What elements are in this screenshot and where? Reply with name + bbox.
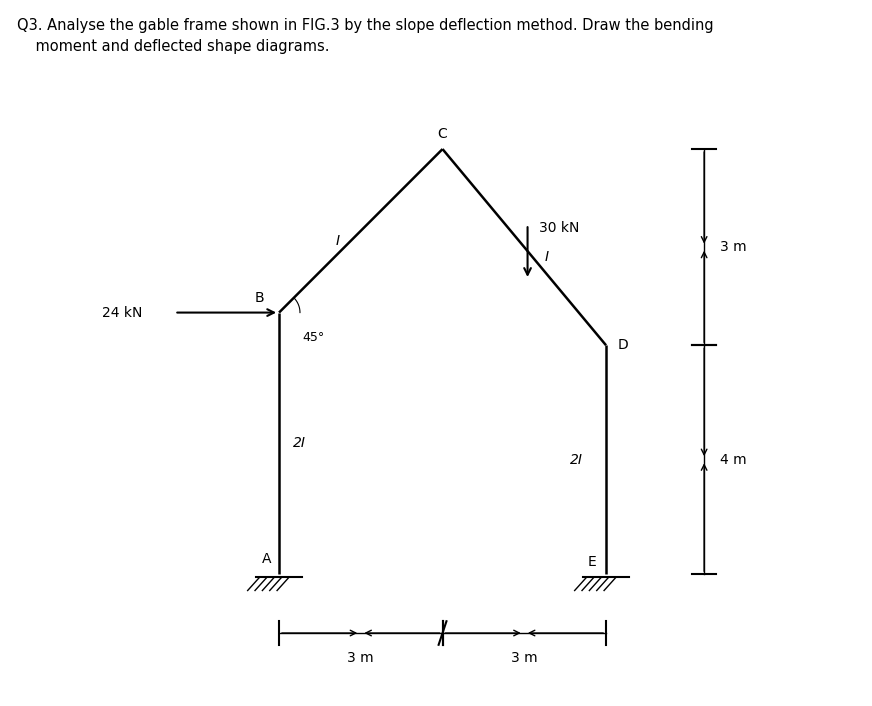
Text: E: E [588, 555, 596, 569]
Text: 3 m: 3 m [720, 240, 747, 254]
Text: B: B [255, 291, 265, 305]
Text: I: I [336, 234, 340, 248]
Text: 45°: 45° [302, 331, 324, 344]
Text: moment and deflected shape diagrams.: moment and deflected shape diagrams. [17, 39, 330, 54]
Text: 4 m: 4 m [720, 453, 747, 467]
Text: Q3. Analyse the gable frame shown in FIG.3 by the slope deflection method. Draw : Q3. Analyse the gable frame shown in FIG… [17, 18, 714, 32]
Text: 24 kN: 24 kN [103, 306, 143, 320]
Text: 2I: 2I [570, 453, 583, 467]
Text: D: D [617, 338, 629, 352]
Text: 30 kN: 30 kN [539, 221, 580, 235]
Text: 3 m: 3 m [347, 652, 374, 665]
Text: 2I: 2I [294, 436, 306, 450]
Text: 3 m: 3 m [511, 652, 538, 665]
Text: I: I [545, 250, 549, 264]
Text: C: C [438, 127, 447, 141]
Text: A: A [262, 552, 271, 566]
